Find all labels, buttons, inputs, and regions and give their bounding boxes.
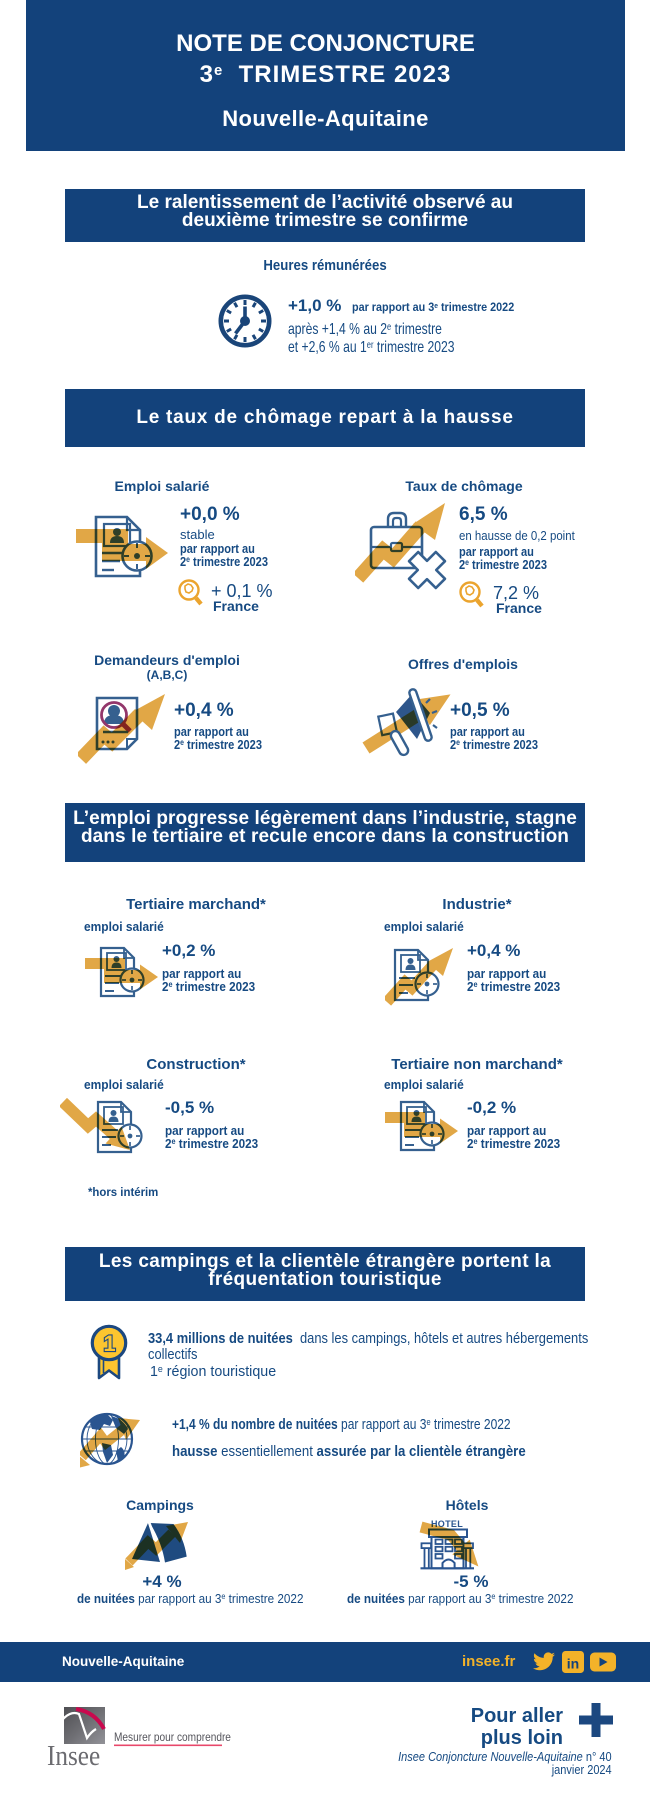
svg-text:1: 1	[103, 1331, 115, 1356]
svg-text:Insee: Insee	[47, 1740, 100, 1772]
svg-text:in: in	[567, 1656, 579, 1672]
svg-text:HOTEL: HOTEL	[431, 1519, 463, 1529]
svg-text:Mesurer pour comprendre: Mesurer pour comprendre	[114, 1731, 231, 1744]
